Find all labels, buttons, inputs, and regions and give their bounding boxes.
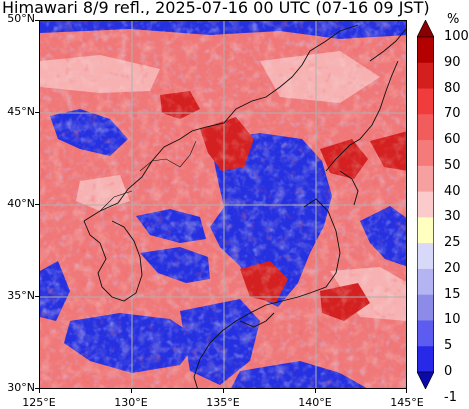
colorbar-tick-label: 0 (444, 364, 453, 379)
colorbar-tick-label: 40 (444, 183, 461, 199)
lat-tick (35, 20, 39, 21)
colorbar-segment (417, 191, 434, 218)
map-title: Himawari 8/9 refl., 2025-07-16 00 UTC (0… (2, 0, 430, 17)
colorbar-segment (417, 294, 434, 321)
colorbar-tick-label: 25 (444, 235, 461, 251)
coastlines (83, 24, 406, 388)
reflectance-map (39, 20, 407, 389)
lat-tick (35, 388, 39, 389)
lon-label-135: 135°E (206, 396, 240, 409)
colorbar-extend-min (417, 371, 434, 389)
lon-label-140: 140°E (298, 396, 332, 409)
colorbar-tick-label: 50 (444, 157, 461, 173)
colorbar-tick-label: 15 (444, 286, 461, 302)
colorbar-tick-label: 60 (444, 132, 461, 148)
lat-label-40: 40°N (7, 197, 35, 210)
colorbar-segment (417, 88, 434, 115)
colorbar-tick-label: 10 (444, 312, 461, 328)
colorbar-tick-label: 100 (444, 29, 469, 44)
lon-label-125: 125°E (22, 396, 56, 409)
colorbar-tick-label: 70 (444, 106, 461, 122)
colorbar-tick-label: 90 (444, 54, 461, 70)
colorbar-tick-label: 30 (444, 209, 461, 225)
colorbar-segment (417, 165, 434, 193)
colorbar-tick-label: 80 (444, 80, 461, 96)
lon-tick (315, 389, 316, 393)
lon-tick (131, 389, 132, 393)
lat-label-30: 30°N (7, 381, 35, 394)
lat-tick (35, 296, 39, 297)
colorbar-segment (417, 62, 434, 90)
colorbar (417, 20, 434, 389)
colorbar-segment (417, 320, 434, 347)
colorbar-segment (417, 268, 434, 296)
country-borders (99, 140, 197, 212)
colorbar-segment (417, 243, 434, 270)
lat-tick (35, 204, 39, 205)
colorbar-segment (417, 217, 434, 244)
colorbar-segment (417, 140, 434, 167)
lat-label-35: 35°N (7, 289, 35, 302)
lat-label-45: 45°N (7, 105, 35, 118)
colorbar-segment (417, 37, 434, 64)
lat-tick (35, 112, 39, 113)
lat-label-50: 50°N (7, 12, 35, 25)
colorbar-tick-label: -1 (444, 389, 457, 405)
lon-tick (39, 389, 40, 393)
colorbar-extend-max (417, 20, 434, 38)
colorbar-segment (417, 346, 434, 373)
colorbar-tick-label: 20 (444, 260, 461, 276)
lat-lon-grid (40, 21, 406, 388)
lon-tick (406, 389, 407, 393)
map-canvas (40, 21, 406, 388)
colorbar-unit: % (447, 12, 460, 27)
lon-label-130: 130°E (114, 396, 148, 409)
colorbar-segment (417, 114, 434, 141)
lon-label-145: 145°E (390, 396, 424, 409)
colorbar-tick-label: 5 (444, 338, 453, 354)
lon-tick (223, 389, 224, 393)
